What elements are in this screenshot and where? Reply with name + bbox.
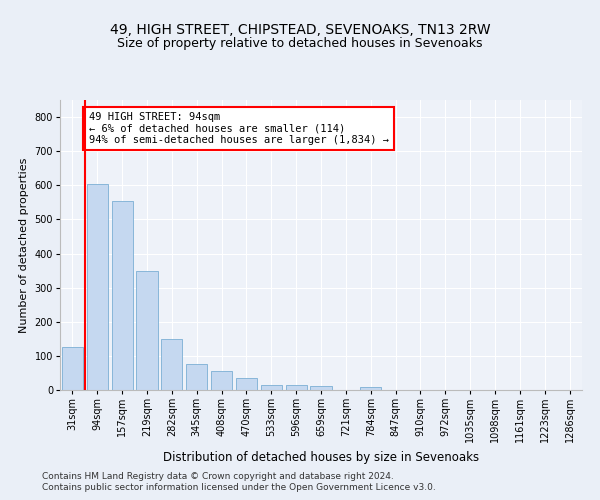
Y-axis label: Number of detached properties: Number of detached properties: [19, 158, 29, 332]
Bar: [360, 387, 381, 390]
Text: Contains HM Land Registry data © Crown copyright and database right 2024.: Contains HM Land Registry data © Crown c…: [42, 472, 394, 481]
X-axis label: Distribution of detached houses by size in Sevenoaks: Distribution of detached houses by size …: [163, 451, 479, 464]
Bar: [161, 339, 182, 390]
Bar: [261, 384, 282, 390]
Text: Size of property relative to detached houses in Sevenoaks: Size of property relative to detached ho…: [117, 38, 483, 51]
Bar: [286, 385, 307, 390]
Bar: [211, 371, 232, 390]
Bar: [310, 386, 332, 390]
Text: 49, HIGH STREET, CHIPSTEAD, SEVENOAKS, TN13 2RW: 49, HIGH STREET, CHIPSTEAD, SEVENOAKS, T…: [110, 22, 490, 36]
Bar: [136, 272, 158, 390]
Bar: [112, 200, 133, 390]
Bar: [186, 364, 207, 390]
Bar: [87, 184, 108, 390]
Text: Contains public sector information licensed under the Open Government Licence v3: Contains public sector information licen…: [42, 484, 436, 492]
Text: 49 HIGH STREET: 94sqm
← 6% of detached houses are smaller (114)
94% of semi-deta: 49 HIGH STREET: 94sqm ← 6% of detached h…: [89, 112, 389, 145]
Bar: [236, 378, 257, 390]
Bar: [62, 348, 83, 390]
